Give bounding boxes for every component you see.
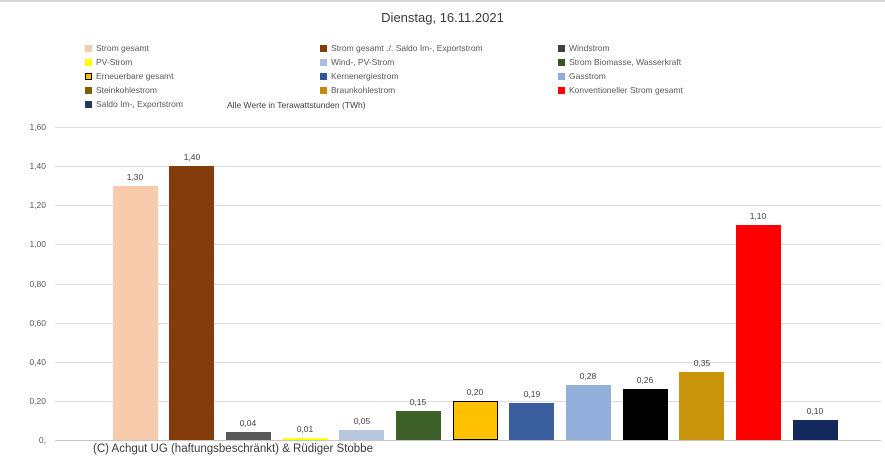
- y-tick-label: 0,40: [29, 356, 46, 367]
- legend-label: Wind-, PV-Strom: [331, 57, 395, 67]
- legend-item-erneuerbare-gesamt: Erneuerbare gesamt: [85, 71, 320, 81]
- bar-braunkohlestrom: [679, 372, 724, 440]
- legend-item-wind-pv-strom: Wind-, PV-Strom: [320, 57, 558, 67]
- plot-area: 1,30 1,40 0,04 0,01 0,05 0,15 0,20 0,19 0,28 0,26…: [55, 127, 881, 441]
- y-tick-label: 0,: [38, 435, 46, 445]
- bar-value-strom-gesamt-saldo: 1,40: [183, 152, 201, 162]
- legend-item-saldo-im-exportstrom: Saldo Im-, Exportstrom: [85, 99, 320, 109]
- bar-konventioneller-strom-gesamt: [736, 225, 781, 440]
- gridline: [55, 362, 881, 363]
- legend-label: Strom gesamt: [96, 43, 149, 53]
- legend-item-braunkohlestrom: Braunkohlestrom: [320, 85, 558, 95]
- bar-value-pv-strom: 0,01: [296, 424, 314, 434]
- legend-item-windstrom: Windstrom: [558, 43, 845, 53]
- legend-label: PV-Strom: [96, 57, 133, 67]
- legend-swatch-icon: [558, 72, 565, 80]
- legend-label: Strom gesamt ./. Saldo Im-, Exportstrom: [331, 43, 483, 53]
- bar-value-steinkohlestrom: 0,26: [636, 375, 654, 385]
- bar-value-wind-pv-strom: 0,05: [353, 416, 371, 426]
- gridline: [55, 166, 881, 167]
- legend-swatch-icon: [85, 72, 92, 80]
- legend-swatch-icon: [558, 44, 565, 52]
- bar-pv-strom: [283, 438, 328, 440]
- legend-swatch-icon: [558, 58, 565, 66]
- legend-label: Steinkohlestrom: [96, 85, 157, 95]
- gridline: [55, 244, 881, 245]
- legend-label: Strom Biomasse, Wasserkraft: [569, 57, 682, 67]
- bar-steinkohlestrom: [623, 389, 668, 440]
- gridline: [55, 284, 881, 285]
- y-tick-label: 1,40: [29, 161, 46, 172]
- legend-label: Windstrom: [569, 43, 610, 53]
- legend-item-biomasse-wasserkraft: Strom Biomasse, Wasserkraft: [558, 57, 845, 67]
- legend-swatch-icon: [320, 44, 327, 52]
- y-tick-label: 1,00: [29, 239, 46, 250]
- bar-value-biomasse-wasserkraft: 0,15: [409, 397, 427, 407]
- bar-windstrom: [226, 432, 271, 440]
- chart-title: Dienstag, 16.11.2021: [381, 10, 504, 25]
- y-tick-label: 0,60: [29, 317, 46, 328]
- bar-saldo-im-exportstrom: [793, 420, 838, 440]
- legend-swatch-icon: [320, 58, 327, 66]
- copyright-footer: (C) Achgut UG (haftungsbeschränkt) & Rüd…: [93, 443, 373, 455]
- y-tick-label: 0,20: [29, 395, 46, 406]
- legend-item-steinkohlestrom: Steinkohlestrom: [85, 85, 320, 95]
- legend-swatch-icon: [85, 86, 92, 94]
- legend-label: Erneuerbare gesamt: [96, 71, 174, 81]
- bar-value-gasstrom: 0,28: [579, 371, 597, 381]
- bar-wind-pv-strom: [339, 430, 384, 440]
- bar-kernenergiestrom: [509, 403, 554, 440]
- y-tick-label: 0,80: [29, 278, 46, 289]
- gridline: [55, 127, 881, 128]
- bar-value-erneuerbare-gesamt: 0,20: [466, 387, 484, 397]
- bar-biomasse-wasserkraft: [396, 411, 441, 440]
- legend-item-gasstrom: Gasstrom: [558, 71, 845, 81]
- bar-strom-gesamt-saldo: [169, 166, 214, 440]
- y-tick-label: 1,20: [29, 200, 46, 211]
- y-tick-label: 1,60: [29, 122, 46, 132]
- legend-swatch-icon: [85, 100, 92, 108]
- legend-item-pv-strom: PV-Strom: [85, 57, 320, 67]
- legend-swatch-icon: [85, 58, 92, 66]
- x-axis-line: [55, 440, 881, 441]
- legend-swatch-icon: [320, 86, 327, 94]
- legend-swatch-icon: [558, 86, 565, 94]
- bar-value-kernenergiestrom: 0,19: [523, 389, 541, 399]
- legend-label: Konventioneller Strom gesamt: [569, 85, 683, 95]
- bar-value-strom-gesamt: 1,30: [126, 172, 144, 182]
- bar-value-konventioneller-strom-gesamt: 1,10: [749, 211, 767, 221]
- bar-strom-gesamt: [113, 186, 158, 440]
- gridline: [55, 323, 881, 324]
- legend-item-konventioneller-strom-gesamt: Konventioneller Strom gesamt: [558, 85, 845, 95]
- legend-label: Gasstrom: [569, 71, 606, 81]
- bar-value-windstrom: 0,04: [239, 418, 257, 428]
- bar-value-braunkohlestrom: 0,35: [693, 358, 711, 368]
- legend-item-kernenergiestrom: Kernenergiestrom: [320, 71, 558, 81]
- bar-gasstrom: [566, 385, 611, 440]
- units-note: Alle Werte in Terawattstunden (TWh): [227, 100, 366, 110]
- legend-item-strom-gesamt: Strom gesamt: [85, 43, 320, 53]
- legend-label: Braunkohlestrom: [331, 85, 396, 95]
- legend-label: Kernenergiestrom: [331, 71, 399, 81]
- gridline: [55, 205, 881, 206]
- legend-item-strom-gesamt-saldo: Strom gesamt ./. Saldo Im-, Exportstrom: [320, 43, 558, 53]
- legend-swatch-icon: [85, 44, 92, 52]
- bar-erneuerbare-gesamt: [453, 401, 498, 440]
- legend-label: Saldo Im-, Exportstrom: [96, 99, 183, 109]
- legend-swatch-icon: [320, 72, 327, 80]
- chart-legend: Strom gesamt Strom gesamt ./. Saldo Im-, …: [85, 41, 845, 111]
- bar-value-saldo-im-exportstrom: 0,10: [806, 406, 824, 416]
